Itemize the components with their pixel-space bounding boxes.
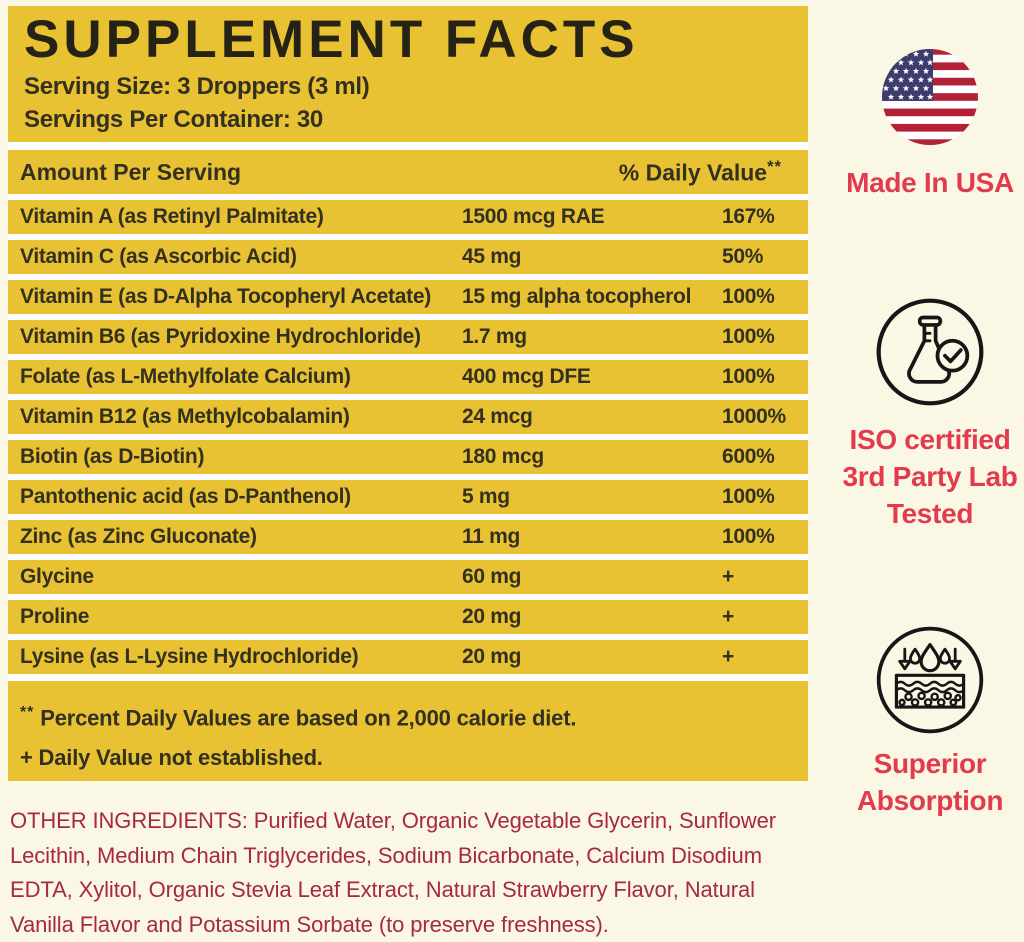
nutrient-amount: 1500 mcg RAE <box>462 205 605 228</box>
nutrient-amount: 1.7 mg <box>462 325 527 348</box>
footnotes: ** Percent Daily Values are based on 2,0… <box>8 681 808 781</box>
table-row: Glycine 60 mg + <box>8 560 808 594</box>
nutrient-name: Pantothenic acid (as D-Panthenol) <box>20 485 351 508</box>
table-row: Zinc (as Zinc Gluconate) 11 mg 100% <box>8 520 808 554</box>
amount-per-serving-header: Amount Per Serving <box>20 158 242 185</box>
nutrient-amount: 180 mcg <box>462 445 544 468</box>
nutrient-name: Vitamin B6 (as Pyridoxine Hydrochloride) <box>20 325 421 348</box>
table-row: Biotin (as D-Biotin) 180 mcg 600% <box>8 440 808 474</box>
facts-header: SUPPLEMENT FACTS Serving Size: 3 Dropper… <box>8 6 808 142</box>
nutrient-name: Vitamin A (as Retinyl Palmitate) <box>20 205 324 228</box>
iso-certified-badge: ISO certified 3rd Party Lab Tested <box>818 296 1024 532</box>
nutrient-amount: 20 mg <box>462 645 522 668</box>
table-row: Proline 20 mg + <box>8 600 808 634</box>
nutrient-name: Biotin (as D-Biotin) <box>20 445 205 468</box>
nutrient-amount: 20 mg <box>462 605 522 628</box>
nutrient-amount: 400 mcg DFE <box>462 365 591 388</box>
nutrient-daily-value: 100% <box>722 525 775 548</box>
facts-title: SUPPLEMENT FACTS <box>24 10 639 69</box>
nutrient-name: Glycine <box>20 565 94 588</box>
nutrient-amount: 15 mg alpha tocopherol <box>462 285 692 308</box>
nutrient-name: Vitamin B12 (as Methylcobalamin) <box>20 405 350 428</box>
nutrient-daily-value: 1000% <box>722 405 786 428</box>
nutrient-daily-value: 100% <box>722 325 775 348</box>
nutrient-daily-value: + <box>722 605 734 628</box>
nutrient-daily-value: 100% <box>722 285 775 308</box>
nutrient-name: Zinc (as Zinc Gluconate) <box>20 525 257 548</box>
nutrient-daily-value: 167% <box>722 205 775 228</box>
nutrient-daily-value: + <box>722 565 734 588</box>
nutrient-name: Lysine (as L-Lysine Hydrochloride) <box>20 645 359 668</box>
table-row: Vitamin C (as Ascorbic Acid) 45 mg 50% <box>8 240 808 274</box>
nutrient-daily-value: 50% <box>722 245 764 268</box>
nutrient-amount: 11 mg <box>462 525 521 548</box>
daily-value-header: % Daily Value** <box>618 157 782 186</box>
table-row: Lysine (as L-Lysine Hydrochloride) 20 mg… <box>8 640 808 674</box>
nutrient-rows: Vitamin A (as Retinyl Palmitate) 1500 mc… <box>8 200 808 674</box>
nutrient-amount: 24 mcg <box>462 405 533 428</box>
table-row: Pantothenic acid (as D-Panthenol) 5 mg 1… <box>8 480 808 514</box>
column-header-band: Amount Per Serving % Daily Value** <box>8 150 808 194</box>
nutrient-daily-value: 600% <box>722 445 775 468</box>
supplement-facts-panel: SUPPLEMENT FACTS Serving Size: 3 Dropper… <box>8 6 808 781</box>
table-row: Vitamin B12 (as Methylcobalamin) 24 mcg … <box>8 400 808 434</box>
table-row: Folate (as L-Methylfolate Calcium) 400 m… <box>8 360 808 394</box>
serving-size: Serving Size: 3 Droppers (3 ml) <box>24 73 370 100</box>
servings-per-container: Servings Per Container: 30 <box>24 106 323 133</box>
superior-absorption-badge: Superior Absorption <box>830 624 1024 819</box>
nutrient-amount: 45 mg <box>462 245 522 268</box>
nutrient-name: Folate (as L-Methylfolate Calcium) <box>20 365 351 388</box>
made-in-usa-label: Made In USA <box>846 167 1014 198</box>
table-row: Vitamin A (as Retinyl Palmitate) 1500 mc… <box>8 200 808 234</box>
made-in-usa-badge: Made In USA <box>830 47 1024 201</box>
footnote-not-established: + Daily Value not established. <box>20 745 323 771</box>
nutrient-daily-value: 100% <box>722 485 775 508</box>
nutrient-amount: 60 mg <box>462 565 522 588</box>
nutrient-amount: 5 mg <box>462 485 510 508</box>
nutrient-name: Vitamin E (as D-Alpha Tocopheryl Acetate… <box>20 285 431 308</box>
footnote-daily-values: ** Percent Daily Values are based on 2,0… <box>20 704 577 731</box>
table-row: Vitamin E (as D-Alpha Tocopheryl Acetate… <box>8 280 808 314</box>
usa-flag-icon <box>882 49 978 145</box>
skin-absorption-icon <box>876 626 984 734</box>
other-ingredients-text: OTHER INGREDIENTS: Purified Water, Organ… <box>10 808 776 937</box>
nutrient-daily-value: + <box>722 645 734 668</box>
nutrient-name: Vitamin C (as Ascorbic Acid) <box>20 245 297 268</box>
lab-flask-check-icon <box>876 298 984 406</box>
nutrient-daily-value: 100% <box>722 365 775 388</box>
iso-certified-label: ISO certified 3rd Party Lab Tested <box>842 424 1018 529</box>
nutrient-name: Proline <box>20 605 90 628</box>
superior-absorption-label: Superior Absorption <box>856 748 1004 816</box>
table-row: Vitamin B6 (as Pyridoxine Hydrochloride)… <box>8 320 808 354</box>
